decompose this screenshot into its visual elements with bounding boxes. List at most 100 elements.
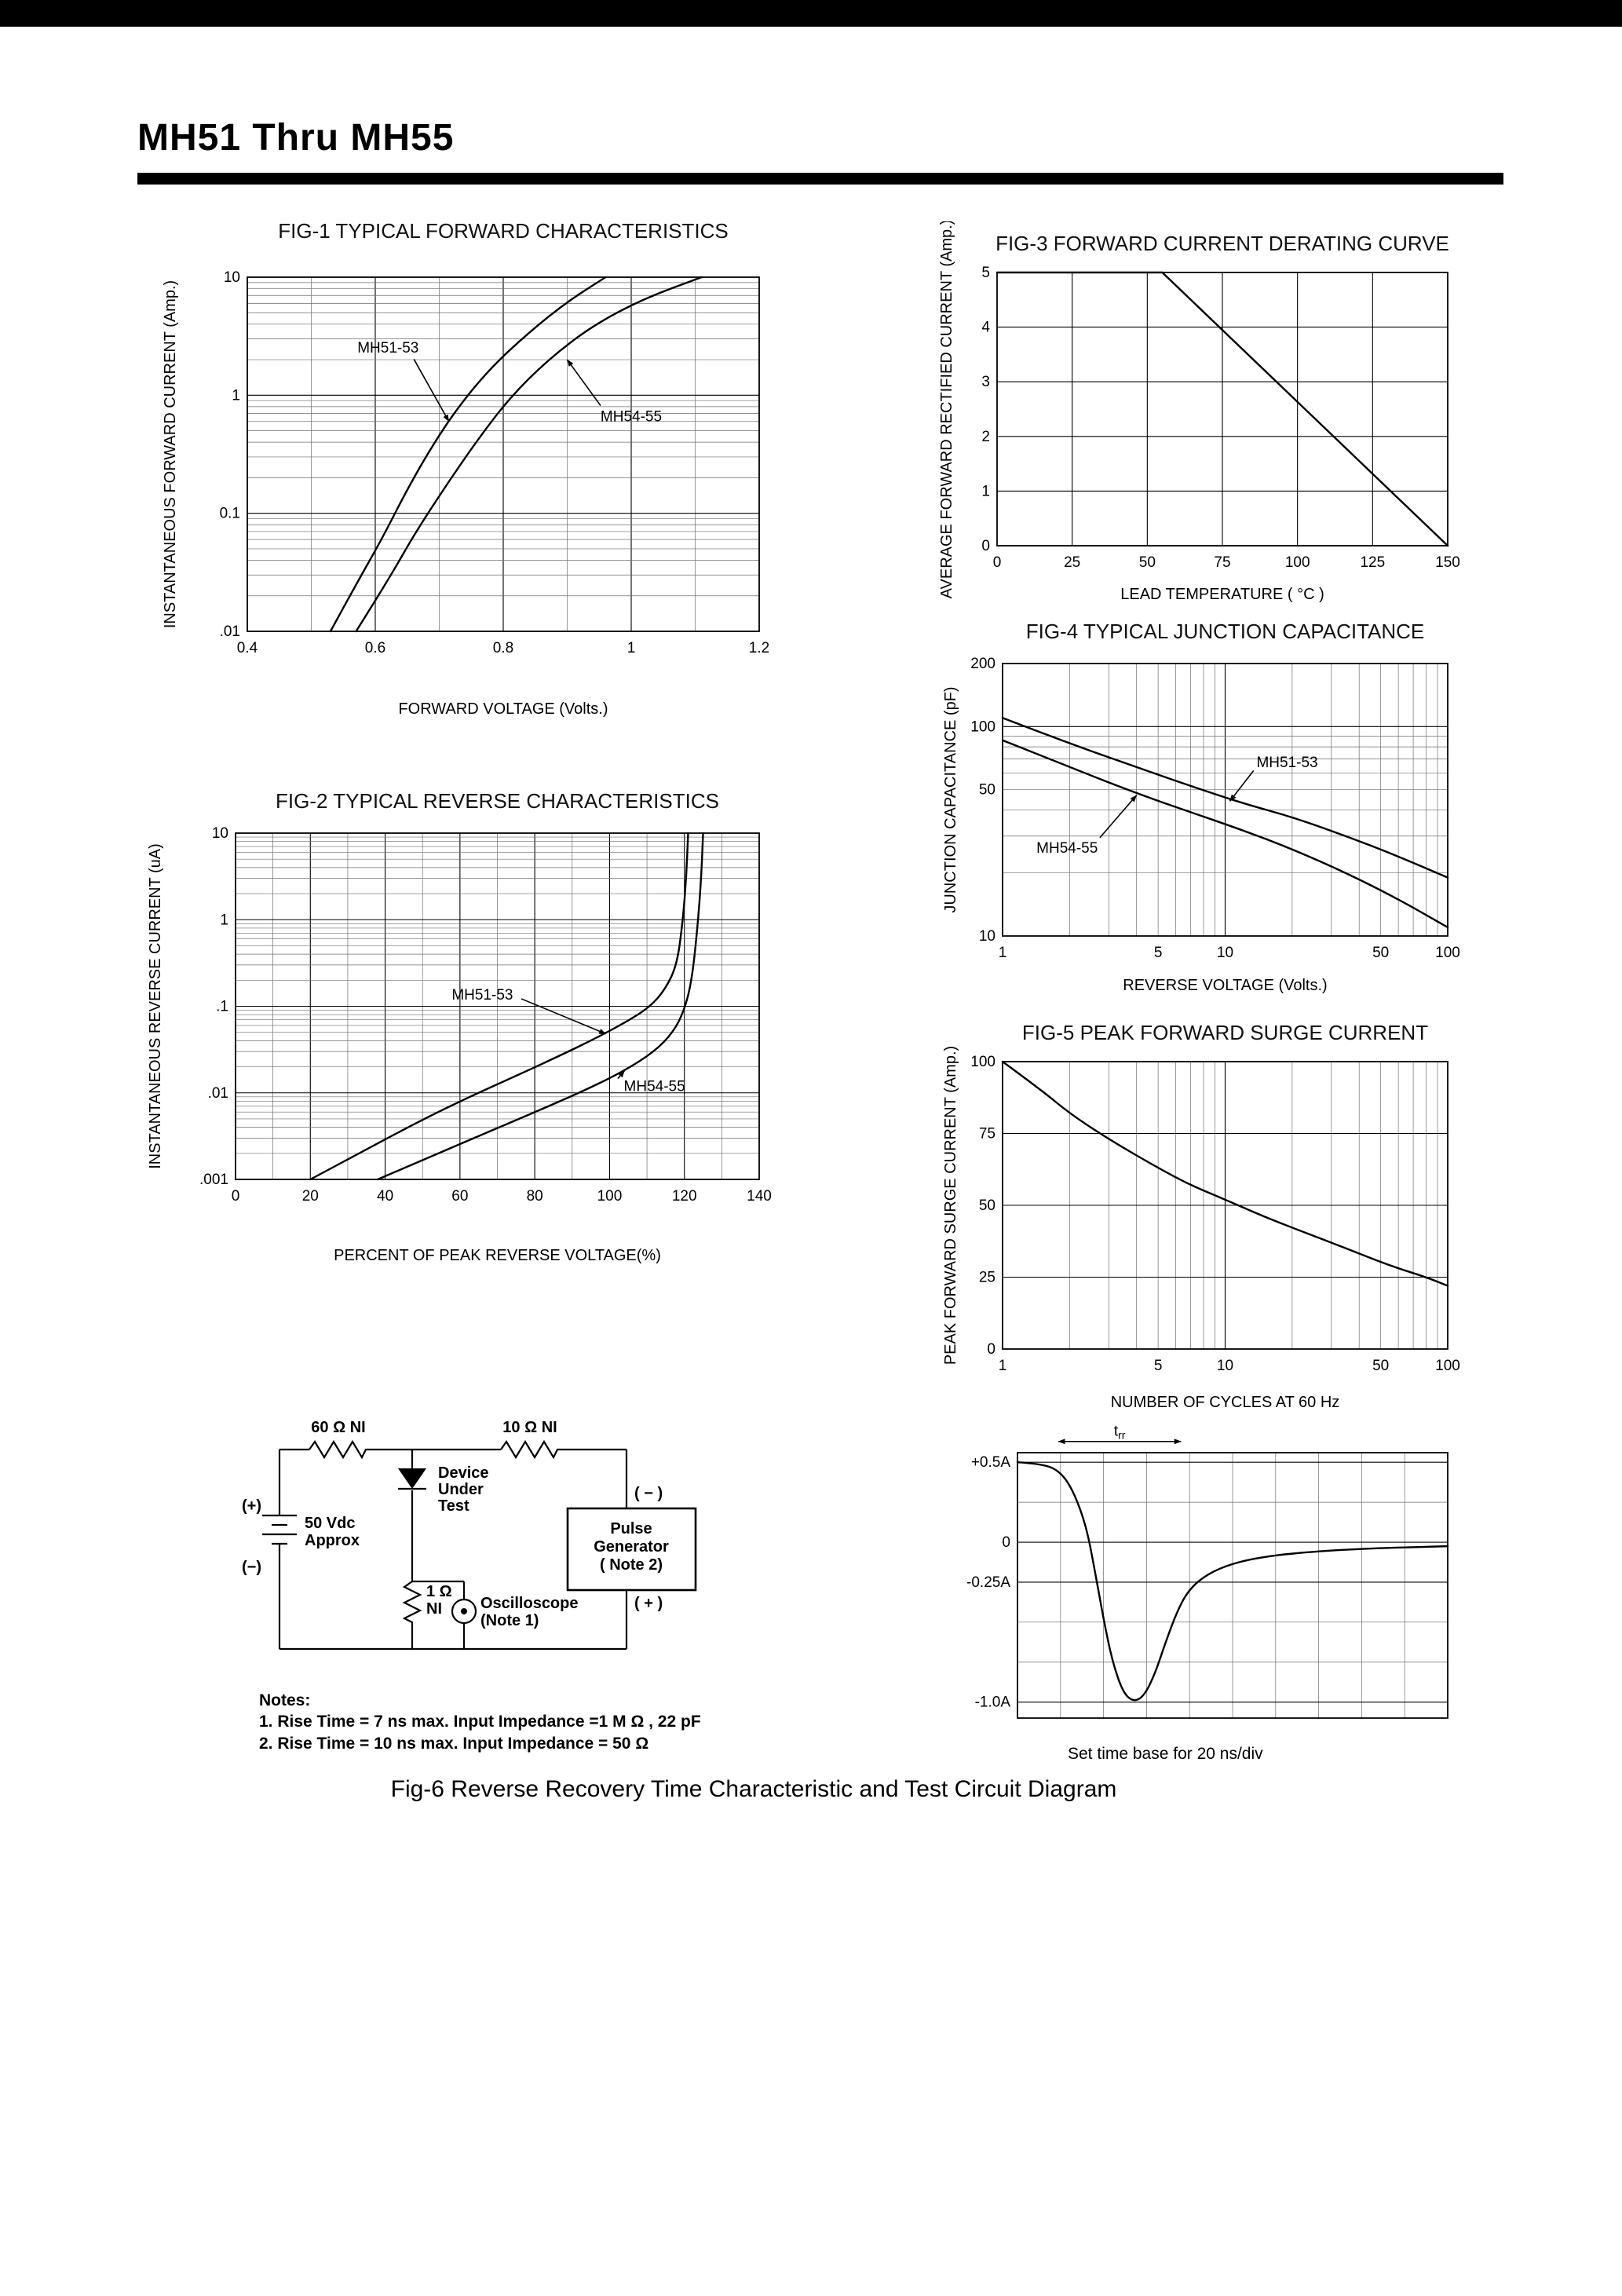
- oscilloscope-label-1: Oscilloscope: [480, 1595, 579, 1612]
- x-tick-label: 1.2: [749, 640, 769, 656]
- pulse-generator-plus-label: ( + ): [634, 1595, 663, 1612]
- chart-title: FIG-2 TYPICAL REVERSE CHARACTERISTICS: [276, 789, 719, 813]
- y-tick-label: 0: [1002, 1534, 1010, 1551]
- x-tick-label: 10: [1217, 945, 1233, 961]
- annotation-arrow: [413, 359, 450, 422]
- y-axis-label: INSTANTANEOUS FORWARD CURRENT (Amp.): [162, 280, 179, 628]
- y-tick-label: .01: [220, 623, 240, 640]
- x-tick-label: 120: [672, 1188, 697, 1205]
- oscilloscope-label-2: (Note 1): [480, 1612, 539, 1629]
- y-tick-label: -0.25A: [966, 1574, 1010, 1591]
- plot-border: [247, 276, 760, 632]
- x-tick-label: 0.8: [493, 640, 513, 656]
- y-tick-label: 1: [220, 912, 228, 928]
- x-tick-label: 80: [527, 1188, 543, 1205]
- diode-symbol: [398, 1468, 426, 1490]
- dut-label-1: Device: [438, 1464, 489, 1482]
- x-axis-label: REVERSE VOLTAGE (Volts.): [1123, 977, 1327, 994]
- x-tick-label: 40: [377, 1188, 393, 1205]
- curve-MH54-55: [355, 276, 703, 633]
- curve-MH51-53: [329, 276, 607, 633]
- x-tick-label: 0.6: [365, 640, 385, 656]
- x-tick-label: 50: [1139, 554, 1156, 571]
- y-tick-label: .1: [216, 999, 228, 1015]
- x-tick-label: 1: [627, 640, 636, 656]
- battery-symbol: [262, 1514, 297, 1545]
- annotation-arrow: [521, 998, 607, 1035]
- curve-MH54-55: [1001, 739, 1449, 929]
- x-axis-label: NUMBER OF CYCLES AT 60 Hz: [1111, 1394, 1340, 1411]
- pulse-generator-box: [566, 1507, 697, 1592]
- y-axis-label: AVERAGE FORWARD RECTIFIED CURRENT (Amp.): [938, 221, 955, 598]
- plot-border: [996, 272, 1448, 547]
- notes-block: Notes: 1. Rise Time = 7 ns max. Input Im…: [259, 1690, 701, 1754]
- curve-surge: [1001, 1060, 1449, 1287]
- resistor-60ohm: [309, 1439, 368, 1460]
- circuit-wires: [278, 1448, 628, 1651]
- fig4-typical-junction-capacitance-chart: 1 5 10 50 100 200 100 50 10 FIG-4 TYPICAL JUNCTIO…: [942, 620, 1460, 994]
- x-tick-label: 50: [1372, 1358, 1389, 1374]
- y-tick-label: +0.5A: [971, 1454, 1011, 1471]
- fig6-caption: Fig-6 Reverse Recovery Time Characterist…: [390, 1776, 1117, 1802]
- annotation-arrow: [566, 359, 601, 406]
- x-tick-label: 20: [302, 1188, 319, 1205]
- scan-artifact-band: [0, 0, 1622, 27]
- annotation-arrow: [1229, 770, 1255, 802]
- plot-border: [235, 832, 760, 1180]
- trr-label: trr: [1114, 1424, 1126, 1442]
- header-rule: [137, 173, 1503, 185]
- chart-title: FIG-1 TYPICAL FORWARD CHARACTERISTICS: [278, 219, 729, 243]
- y-tick-label: 4: [981, 320, 990, 336]
- x-tick-label: 10: [1217, 1358, 1233, 1374]
- curve-reverse-recovery: [1016, 1461, 1449, 1702]
- chart-title: FIG-5 PEAK FORWARD SURGE CURRENT: [1022, 1021, 1428, 1044]
- y-tick-label: 0: [981, 538, 990, 554]
- x-tick-label: 75: [1214, 554, 1230, 571]
- note-line-2: 2. Rise Time = 10 ns max. Input Impedanc…: [259, 1734, 649, 1753]
- y-tick-label: 100: [970, 1054, 995, 1070]
- x-axis-label: PERCENT OF PEAK REVERSE VOLTAGE(%): [334, 1247, 661, 1264]
- curve-derating: [995, 271, 1449, 547]
- trr-subscript: rr: [1118, 1429, 1126, 1442]
- y-tick-label: 100: [970, 718, 995, 735]
- chart-title: FIG-4 TYPICAL JUNCTION CAPACITANCE: [1026, 620, 1425, 643]
- annotation-arrow: [617, 1070, 626, 1080]
- pulse-generator-label-1: Pulse: [610, 1520, 652, 1537]
- y-tick-label: 50: [979, 1197, 995, 1214]
- dut-label-3: Test: [438, 1497, 469, 1515]
- pulse-generator-label-2: Generator: [594, 1538, 669, 1556]
- y-tick-label: 1: [981, 483, 990, 499]
- battery-voltage-label-1: 50 Vdc: [305, 1515, 355, 1532]
- resistor-1ohm-label-1: 1 Ω: [426, 1583, 452, 1600]
- y-tick-label: 1: [232, 387, 240, 404]
- y-axis-label: PEAK FORWARD SURGE CURRENT (Amp.): [942, 1046, 959, 1365]
- plot-border: [1002, 1061, 1448, 1350]
- curve-label: MH54-55: [624, 1078, 685, 1095]
- x-tick-label: 100: [597, 1188, 623, 1205]
- battery-minus-label: (−): [242, 1559, 261, 1576]
- fig3-forward-current-derating-chart: 0 25 50 75 100 125 150 0 1 2 3 4 5 FIG-3 FORWARD CURR…: [938, 221, 1460, 603]
- battery-voltage-label-2: Approx: [305, 1532, 360, 1549]
- y-tick-label: 3: [981, 374, 990, 390]
- curve-label: MH54-55: [1036, 840, 1098, 857]
- annotation-arrow: [1099, 795, 1138, 839]
- resistor-1ohm: [402, 1581, 422, 1627]
- x-tick-label: 0: [993, 554, 1002, 571]
- page-title: MH51 Thru MH55: [137, 117, 455, 159]
- x-tick-label: 1: [999, 945, 1007, 961]
- x-tick-label: 25: [1064, 554, 1080, 571]
- timebase-caption: Set time base for 20 ns/div: [1068, 1745, 1263, 1763]
- x-axis-label: LEAD TEMPERATURE ( °C ): [1120, 586, 1324, 603]
- x-tick-label: 50: [1372, 945, 1389, 961]
- y-axis-label: INSTANTANEOUS REVERSE CURRENT (uA): [147, 843, 164, 1169]
- x-tick-label: 0: [232, 1188, 240, 1205]
- y-tick-label: 10: [224, 269, 240, 286]
- fig6-reverse-recovery-waveform-chart: +0.5A 0 -0.25A -1.0A trr: [966, 1424, 1449, 1719]
- y-tick-label: .001: [199, 1172, 228, 1188]
- y-tick-label: 75: [979, 1126, 995, 1143]
- y-tick-label: -1.0A: [975, 1695, 1011, 1711]
- resistor-60ohm-label: 60 Ω NI: [311, 1419, 365, 1436]
- note-line-1: 1. Rise Time = 7 ns max. Input Impedance…: [259, 1713, 701, 1731]
- y-tick-label: .01: [208, 1085, 228, 1102]
